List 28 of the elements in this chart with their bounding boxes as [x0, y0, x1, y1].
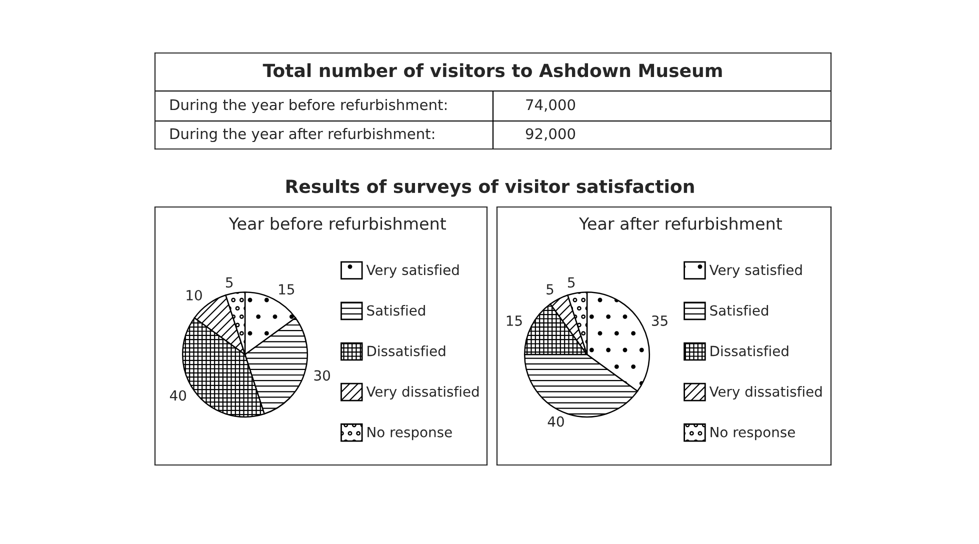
text: Total number of visitors to Ashdown Museum	[262, 63, 722, 78]
legend-label: Dissatisfied	[710, 346, 788, 356]
data-label: 30	[314, 370, 330, 381]
legend-label: Very satisfied	[366, 264, 459, 278]
chart-title: Year before refurbishment	[228, 216, 446, 230]
data-label: 35	[652, 315, 668, 326]
legend-label: No response	[710, 427, 795, 440]
data-label: 5	[568, 277, 575, 288]
data-label: 15	[279, 284, 294, 295]
legend-label: Very satisfied	[709, 264, 802, 278]
data-label: 10	[186, 290, 202, 300]
data-label: 40	[170, 390, 186, 401]
text: 74,000	[526, 99, 576, 112]
legend-label: Very dissatisfied	[709, 386, 822, 400]
data-label: 40	[548, 416, 564, 427]
text: During the year after refurbishment:	[170, 128, 434, 142]
text: Results of surveys of visitor satisfaction	[286, 179, 694, 197]
legend-label: Satisfied	[710, 304, 768, 316]
data-label: 5	[226, 277, 233, 288]
legend-label: Satisfied	[367, 304, 425, 316]
legend-label: Very dissatisfied	[366, 386, 479, 400]
data-label: 5	[546, 284, 554, 295]
text: During the year before refurbishment:	[170, 98, 446, 114]
text: 92,000	[526, 128, 576, 141]
legend-label: Dissatisfied	[368, 346, 446, 356]
chart-title: Year after refurbishment	[578, 216, 782, 230]
data-label: 15	[506, 316, 522, 326]
legend-label: No response	[368, 427, 452, 440]
